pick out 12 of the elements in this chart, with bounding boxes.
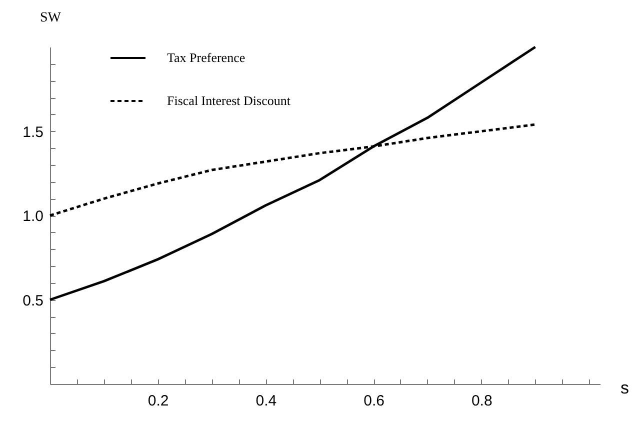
x-axis-title: s: [620, 378, 629, 398]
y-axis-title: SW: [40, 10, 62, 26]
y-tick-label: 1.5: [22, 124, 44, 141]
y-tick-label: 1.0: [22, 208, 44, 225]
legend-label: Tax Preference: [167, 50, 246, 65]
x-tick-label: 0.2: [148, 392, 169, 410]
legend-label: Fiscal Interest Discount: [167, 93, 291, 108]
y-tick-label: 0.5: [22, 292, 44, 310]
x-tick-label: 0.6: [364, 392, 384, 410]
x-tick-label: 0.8: [471, 392, 492, 410]
line-series: [48, 46, 537, 301]
x-tick-label: 0.4: [256, 392, 277, 410]
